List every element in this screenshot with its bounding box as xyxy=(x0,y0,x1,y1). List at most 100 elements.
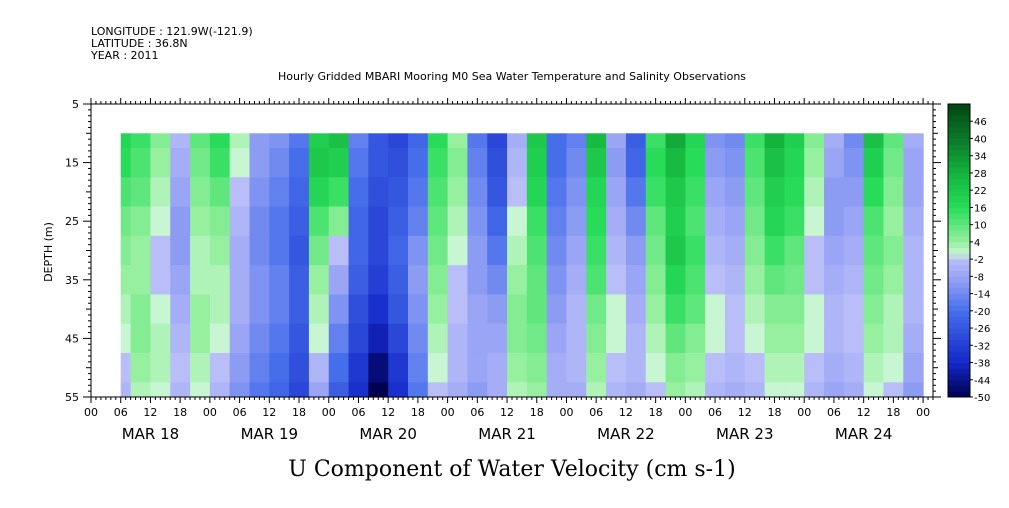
latitude-label: LATITUDE : 36.8N xyxy=(91,37,188,50)
heatmap-cell xyxy=(249,294,270,325)
heatmap-cell xyxy=(120,382,132,398)
heatmap-cell xyxy=(487,265,508,296)
heatmap-cell xyxy=(190,177,211,208)
heatmap-cell xyxy=(229,147,251,178)
heatmap-cell xyxy=(289,235,310,266)
heatmap-cell xyxy=(229,265,251,296)
heatmap-cell xyxy=(427,206,449,237)
heatmap-cell xyxy=(229,294,251,325)
heatmap-cell xyxy=(784,382,805,398)
heatmap-cell xyxy=(249,147,270,178)
heatmap-cell xyxy=(170,294,191,325)
heatmap-cell xyxy=(665,323,686,354)
heatmap-cell xyxy=(665,235,686,266)
colorbar-swatch xyxy=(948,270,970,277)
heatmap-cell xyxy=(467,294,488,325)
heatmap-cell xyxy=(744,265,766,296)
heatmap-cell xyxy=(507,353,528,383)
heatmap-cell xyxy=(724,353,746,383)
y-tick-label: 15 xyxy=(65,157,79,170)
heatmap-cell xyxy=(824,235,845,266)
heatmap-cell xyxy=(824,382,845,398)
heatmap-cell xyxy=(209,353,231,383)
x-tick-label: 18 xyxy=(768,406,782,419)
colorbar-swatch xyxy=(948,339,970,346)
colorbar-swatch xyxy=(948,161,970,168)
heatmap-cell xyxy=(150,382,171,398)
heatmap-cell xyxy=(566,133,587,149)
heatmap-cell xyxy=(190,206,211,237)
heatmap-cell xyxy=(150,133,171,149)
heatmap-cell xyxy=(190,265,211,296)
x-tick-label: 06 xyxy=(589,406,603,419)
colorbar-swatch xyxy=(948,293,970,300)
heatmap-cell xyxy=(407,294,429,325)
heatmap-cell xyxy=(427,133,449,149)
heatmap-cell xyxy=(685,133,706,149)
heatmap-cell xyxy=(120,206,132,237)
heatmap-cell xyxy=(368,206,389,237)
colorbar-swatch xyxy=(948,385,970,392)
heatmap-cell xyxy=(863,133,885,149)
heatmap-cell xyxy=(328,294,350,325)
heatmap-cell xyxy=(348,133,369,149)
heatmap-cell xyxy=(705,323,726,354)
heatmap-cell xyxy=(744,235,766,266)
heatmap-cell xyxy=(348,294,369,325)
heatmap-cell xyxy=(130,353,152,383)
heatmap-cell xyxy=(546,265,568,296)
colorbar-swatch xyxy=(948,230,970,237)
heatmap-cell xyxy=(744,147,766,178)
longitude-label: LONGITUDE : 121.9W(-121.9) xyxy=(91,25,253,38)
colorbar-swatch xyxy=(948,374,970,381)
heatmap-cell xyxy=(705,206,726,237)
heatmap-cell xyxy=(645,265,667,296)
heatmap-cell xyxy=(249,265,270,296)
heatmap-cell xyxy=(368,382,389,398)
heatmap-cell xyxy=(764,235,786,266)
colorbar-label: 40 xyxy=(974,134,987,145)
heatmap-cell xyxy=(526,382,548,398)
heatmap-cell xyxy=(764,265,786,296)
heatmap-cell xyxy=(705,235,726,266)
colorbar-swatch xyxy=(948,333,970,340)
heatmap-cell xyxy=(388,294,409,325)
heatmap-cell xyxy=(229,206,251,237)
heatmap-cell xyxy=(130,294,152,325)
heatmap-cell xyxy=(368,353,389,383)
heatmap-cell xyxy=(150,265,171,296)
x-tick-label: 06 xyxy=(827,406,841,419)
heatmap-cell xyxy=(289,382,310,398)
heatmap-cell xyxy=(784,353,805,383)
heatmap-cell xyxy=(586,323,607,354)
day-label: MAR 19 xyxy=(241,425,298,443)
colorbar-label: -26 xyxy=(974,324,990,335)
heatmap-cell xyxy=(606,353,627,383)
heatmap-cell xyxy=(269,177,290,208)
heatmap-cell xyxy=(764,177,786,208)
heatmap-cell xyxy=(328,323,350,354)
heatmap-cell xyxy=(427,323,449,354)
heatmap-cell xyxy=(804,294,825,325)
y-tick-label: 55 xyxy=(65,391,79,404)
colorbar-swatch xyxy=(948,362,970,369)
heatmap-cell xyxy=(883,323,904,354)
heatmap-cell xyxy=(784,294,805,325)
heatmap-cell xyxy=(407,353,429,383)
colorbar-swatch xyxy=(948,322,970,329)
heatmap-cell xyxy=(130,265,152,296)
heatmap-cell xyxy=(863,206,885,237)
heatmap-cell xyxy=(130,147,152,178)
heatmap-cell xyxy=(308,382,330,398)
colorbar-swatch xyxy=(948,144,970,151)
heatmap-cell xyxy=(447,382,469,398)
heatmap-cell xyxy=(546,206,568,237)
heatmap-cell xyxy=(190,147,211,178)
heatmap-cell xyxy=(507,147,528,178)
day-label: MAR 20 xyxy=(359,425,416,443)
heatmap-cell xyxy=(427,265,449,296)
heatmap-cell xyxy=(625,147,647,178)
heatmap-cell xyxy=(427,235,449,266)
heatmap-cell xyxy=(269,323,290,354)
